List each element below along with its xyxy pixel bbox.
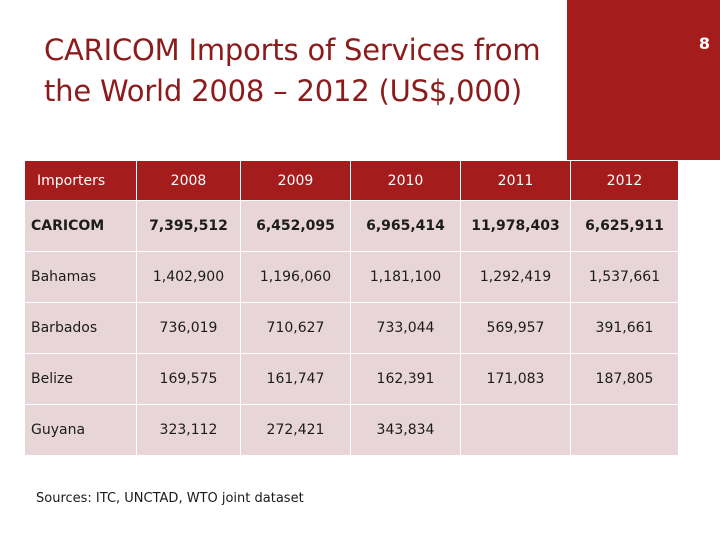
- table-row-guyana: Guyana 323,112 272,421 343,834: [24, 404, 679, 456]
- row-label: Guyana: [24, 404, 137, 456]
- table-cell: 736,019: [136, 302, 241, 354]
- table-cell: 1,402,900: [136, 251, 241, 303]
- table-cell: 343,834: [350, 404, 461, 456]
- table-cell: 11,978,403: [460, 200, 571, 252]
- header-2011: 2011: [460, 160, 571, 201]
- table-cell: 6,625,911: [570, 200, 679, 252]
- header-2008: 2008: [136, 160, 241, 201]
- table-cell: 710,627: [240, 302, 351, 354]
- table-row-barbados: Barbados 736,019 710,627 733,044 569,957…: [24, 302, 679, 354]
- table-cell: 161,747: [240, 353, 351, 405]
- table-cell: 7,395,512: [136, 200, 241, 252]
- table-header-row: Importers 2008 2009 2010 2011 2012: [24, 160, 679, 201]
- table-cell: 1,292,419: [460, 251, 571, 303]
- table-cell: 323,112: [136, 404, 241, 456]
- slide-number: 8: [698, 34, 710, 53]
- table-cell: 391,661: [570, 302, 679, 354]
- table-cell: 6,452,095: [240, 200, 351, 252]
- table-row-belize: Belize 169,575 161,747 162,391 171,083 1…: [24, 353, 679, 405]
- table-cell: 171,083: [460, 353, 571, 405]
- table-cell: 1,537,661: [570, 251, 679, 303]
- corner-accent-box: 8: [567, 0, 720, 160]
- header-2009: 2009: [240, 160, 351, 201]
- table-cell: 6,965,414: [350, 200, 461, 252]
- header-importers: Importers: [24, 160, 137, 201]
- table-cell: [570, 404, 679, 456]
- row-label: CARICOM: [24, 200, 137, 252]
- row-label: Barbados: [24, 302, 137, 354]
- table-row-caricom: CARICOM 7,395,512 6,452,095 6,965,414 11…: [24, 200, 679, 252]
- table-cell: 169,575: [136, 353, 241, 405]
- table-cell: 187,805: [570, 353, 679, 405]
- table-cell: 162,391: [350, 353, 461, 405]
- row-label: Belize: [24, 353, 137, 405]
- table-cell: 1,196,060: [240, 251, 351, 303]
- slide-title: CARICOM Imports of Services from the Wor…: [44, 33, 541, 108]
- table-cell: 272,421: [240, 404, 351, 456]
- table-cell: 1,181,100: [350, 251, 461, 303]
- header-2012: 2012: [570, 160, 679, 201]
- table-row-bahamas: Bahamas 1,402,900 1,196,060 1,181,100 1,…: [24, 251, 679, 303]
- table-cell: 733,044: [350, 302, 461, 354]
- table-cell: 569,957: [460, 302, 571, 354]
- header-2010: 2010: [350, 160, 461, 201]
- row-label: Bahamas: [24, 251, 137, 303]
- imports-table: Importers 2008 2009 2010 2011 2012 CARIC…: [24, 160, 679, 456]
- sources-note: Sources: ITC, UNCTAD, WTO joint dataset: [36, 491, 304, 506]
- table-cell: [460, 404, 571, 456]
